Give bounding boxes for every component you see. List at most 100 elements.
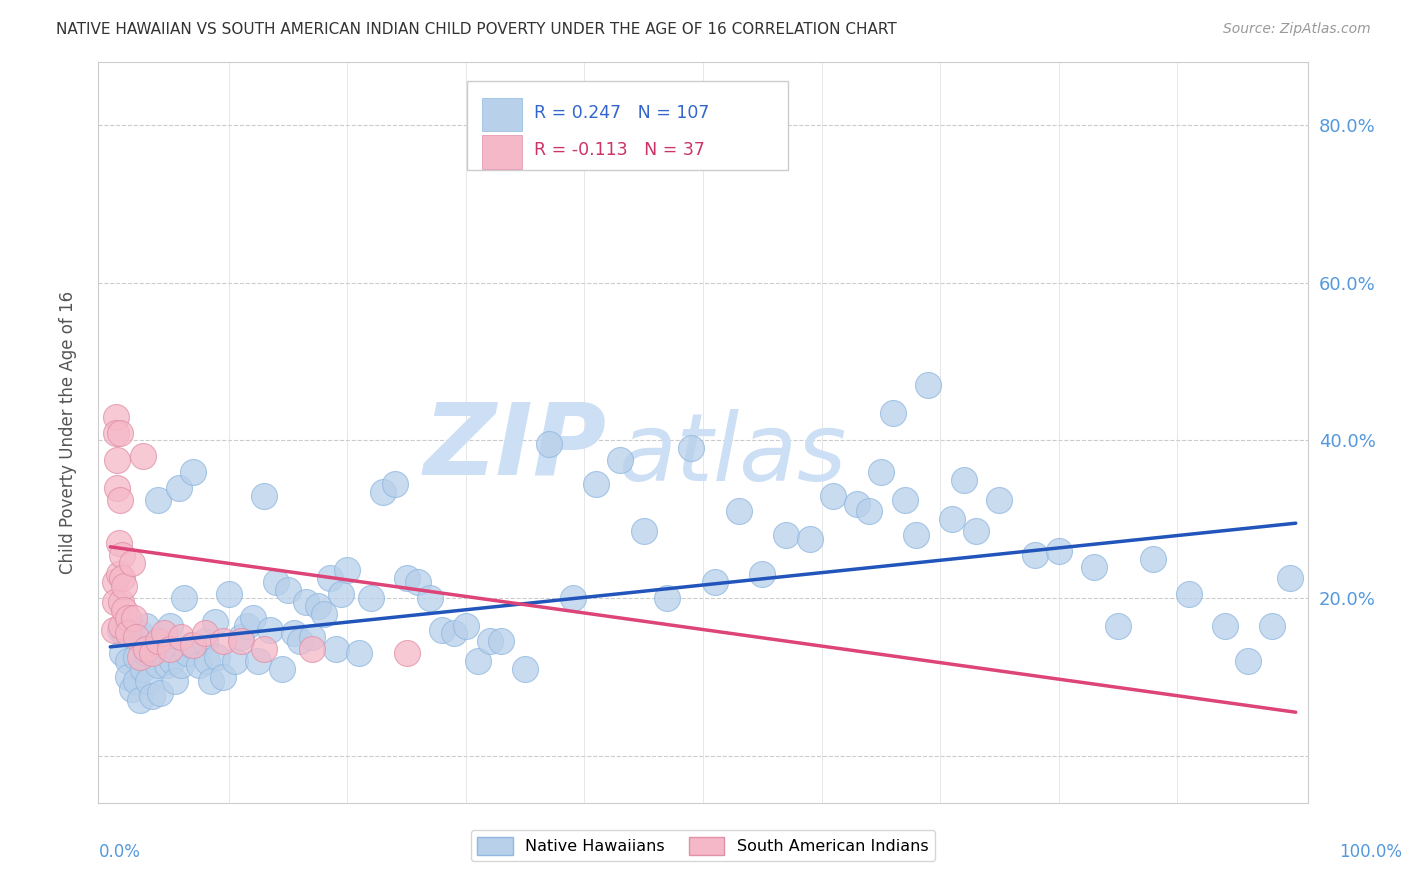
Point: [347, 646, 370, 660]
Point: [467, 654, 489, 668]
Point: [283, 626, 305, 640]
Point: [180, 638, 202, 652]
Point: [893, 492, 915, 507]
Point: [194, 626, 217, 640]
Point: [159, 618, 181, 632]
Point: [965, 524, 987, 538]
Point: [114, 626, 136, 640]
Point: [143, 638, 166, 652]
Point: [129, 693, 152, 707]
Point: [336, 564, 359, 578]
Point: [454, 618, 477, 632]
Point: [107, 567, 129, 582]
Point: [952, 473, 974, 487]
Point: [105, 425, 128, 440]
Point: [165, 673, 187, 688]
Point: [312, 607, 335, 621]
Point: [167, 481, 190, 495]
Point: [846, 496, 869, 510]
Point: [478, 634, 501, 648]
Point: [159, 642, 181, 657]
Legend: Native Hawaiians, South American Indians: Native Hawaiians, South American Indians: [471, 830, 935, 862]
Point: [181, 465, 204, 479]
Point: [125, 650, 148, 665]
Y-axis label: Child Poverty Under the Age of 16: Child Poverty Under the Age of 16: [59, 291, 77, 574]
Point: [170, 631, 193, 645]
Point: [264, 575, 287, 590]
Point: [204, 615, 226, 629]
Point: [104, 595, 127, 609]
Point: [1261, 618, 1284, 632]
Point: [235, 618, 257, 632]
Point: [111, 571, 134, 585]
Text: R = 0.247   N = 107: R = 0.247 N = 107: [534, 103, 709, 122]
Point: [1024, 548, 1046, 562]
Point: [775, 528, 797, 542]
Point: [633, 524, 655, 538]
Point: [561, 591, 583, 605]
Point: [1178, 587, 1201, 601]
Point: [1083, 559, 1105, 574]
Point: [103, 623, 125, 637]
Point: [247, 654, 270, 668]
Point: [114, 579, 136, 593]
Point: [1213, 618, 1236, 632]
Point: [242, 611, 264, 625]
Point: [173, 591, 195, 605]
Point: [176, 646, 198, 660]
Point: [141, 690, 163, 704]
Point: [657, 591, 679, 605]
Point: [146, 634, 169, 648]
Point: [200, 673, 222, 688]
Point: [307, 599, 329, 613]
Point: [105, 409, 128, 424]
Point: [229, 631, 252, 645]
Point: [146, 492, 169, 507]
Point: [360, 591, 382, 605]
Point: [110, 595, 132, 609]
Point: [751, 567, 773, 582]
Point: [259, 623, 281, 637]
Point: [905, 528, 928, 542]
Point: [170, 657, 193, 672]
Point: [727, 504, 749, 518]
Point: [125, 673, 148, 688]
Point: [132, 449, 155, 463]
Point: [395, 646, 418, 660]
Point: [135, 646, 157, 660]
Point: [585, 476, 607, 491]
Point: [160, 654, 183, 668]
Point: [1237, 654, 1260, 668]
Point: [212, 670, 235, 684]
Point: [408, 575, 430, 590]
Bar: [482, 98, 522, 131]
Point: [129, 626, 152, 640]
Point: [229, 634, 252, 648]
Point: [111, 548, 134, 562]
Point: [318, 571, 340, 585]
Bar: [467, 81, 787, 169]
Text: Source: ZipAtlas.com: Source: ZipAtlas.com: [1223, 22, 1371, 37]
Point: [149, 685, 172, 699]
Point: [1047, 543, 1070, 558]
Point: [609, 453, 631, 467]
Point: [301, 642, 323, 657]
Point: [419, 591, 441, 605]
Point: [301, 631, 323, 645]
Point: [988, 492, 1011, 507]
Point: [1107, 618, 1129, 632]
Point: [105, 481, 128, 495]
Point: [136, 673, 159, 688]
Point: [117, 654, 139, 668]
Point: [105, 453, 128, 467]
Text: R = -0.113   N = 37: R = -0.113 N = 37: [534, 141, 704, 159]
Point: [152, 626, 174, 640]
Text: 100.0%: 100.0%: [1340, 843, 1402, 861]
Point: [125, 631, 148, 645]
Point: [858, 504, 880, 518]
Point: [330, 587, 353, 601]
Point: [295, 595, 318, 609]
Point: [122, 611, 145, 625]
Point: [108, 492, 131, 507]
Point: [218, 587, 240, 601]
